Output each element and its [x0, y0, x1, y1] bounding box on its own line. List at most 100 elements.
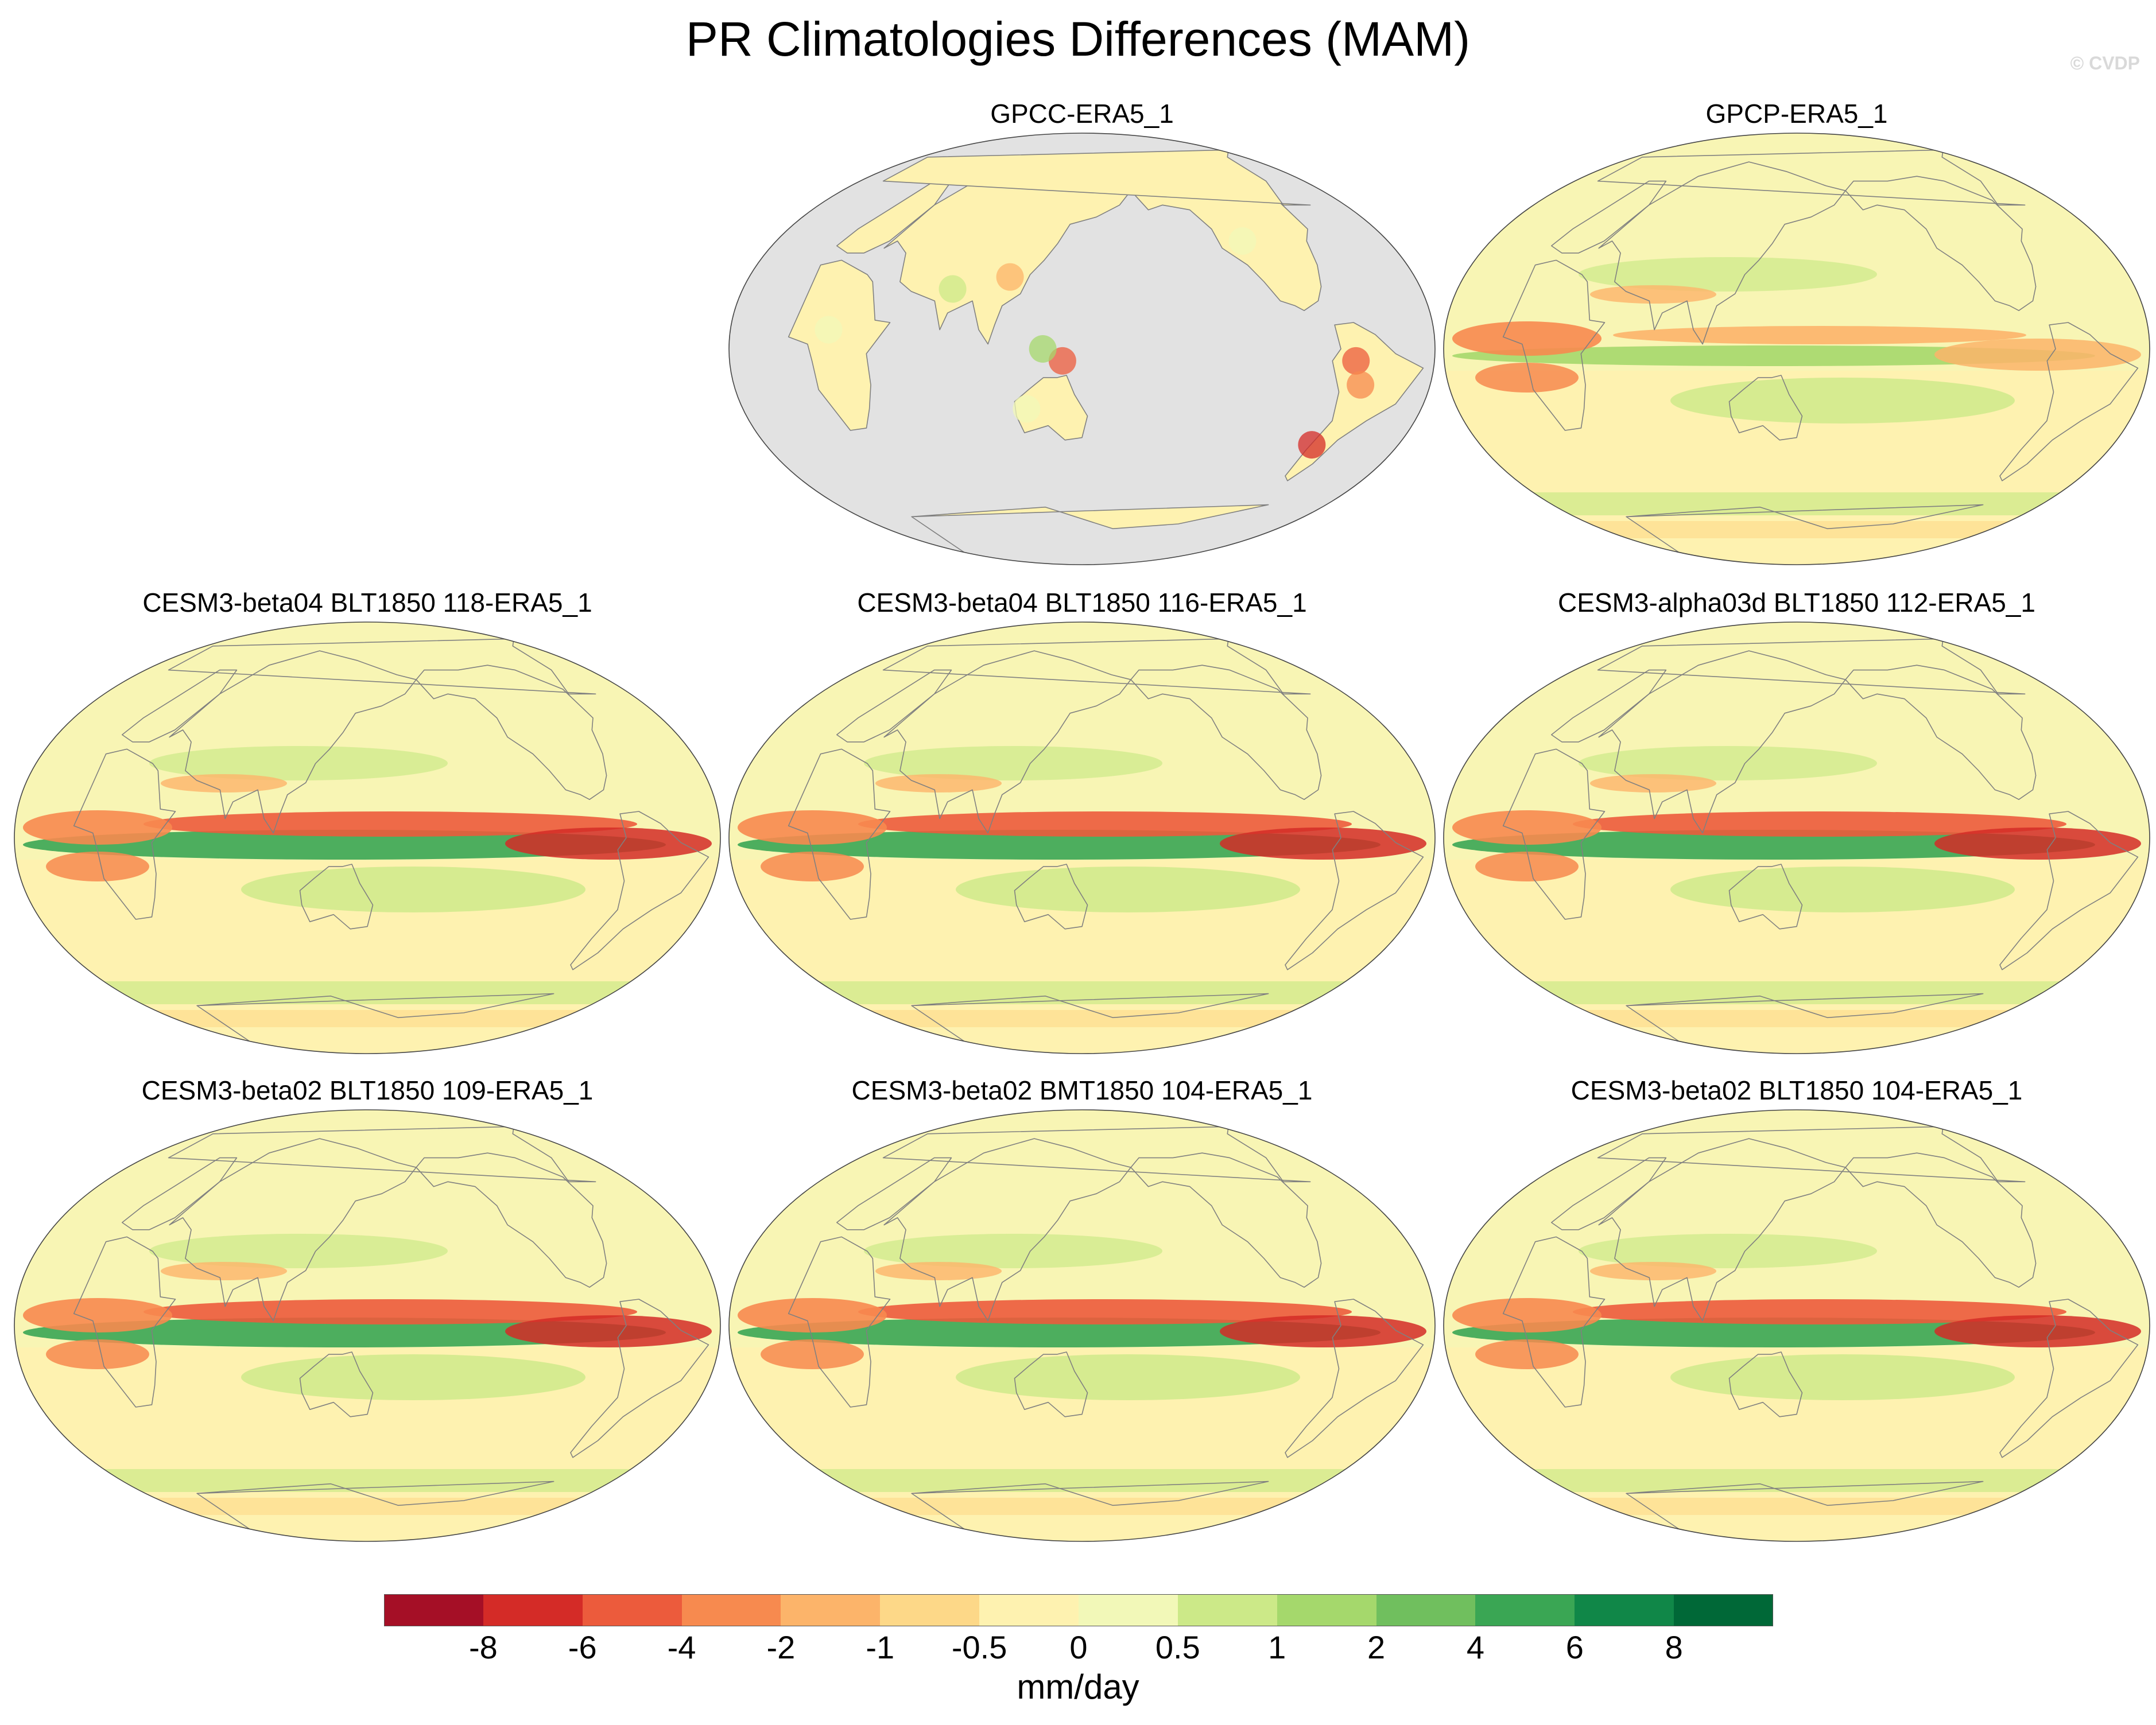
field-band	[241, 1354, 585, 1400]
field-band	[1452, 810, 1602, 845]
colorbar-tick-label: -8	[468, 1629, 498, 1665]
panel-title: GPCC-ERA5_1	[990, 99, 1174, 129]
field-band	[864, 1234, 1162, 1268]
field-band	[14, 1010, 720, 1027]
field-band	[241, 867, 585, 912]
field-band	[505, 827, 712, 860]
robinson-map	[14, 621, 721, 1054]
field-band	[1444, 981, 2150, 1004]
field-band	[14, 1498, 720, 1515]
coastline-nAmerica	[416, 665, 607, 800]
field-band	[738, 1318, 1381, 1347]
coastline-asia	[883, 650, 1131, 834]
colorbar-box	[781, 1594, 881, 1626]
field-band	[1444, 492, 2150, 515]
colorbar-box	[1079, 1594, 1178, 1626]
robinson-map	[728, 1109, 1436, 1542]
coastline-asia	[883, 1138, 1131, 1322]
field-band	[1452, 1298, 1602, 1332]
colorbar-tick-label: -2	[766, 1629, 796, 1665]
field-band	[1452, 345, 2095, 366]
coastline-australia	[1014, 375, 1088, 441]
colorbar-tick-label: 0.5	[1155, 1629, 1200, 1665]
field-band	[1579, 746, 1877, 780]
field-band	[161, 774, 287, 792]
coastline-nAmerica	[416, 1152, 607, 1288]
field-band	[23, 810, 172, 845]
coastline-sAmerica	[1285, 811, 1424, 970]
field-band	[144, 811, 637, 837]
field-band	[1452, 321, 1602, 356]
map-panel-beta04-116: CESM3-beta04 BLT1850 116-ERA5_1	[726, 585, 1438, 1073]
map-panel-gpcc: GPCC-ERA5_1	[726, 96, 1438, 584]
copyright-label: © CVDP	[2070, 53, 2140, 73]
anomaly-spot	[1347, 371, 1375, 399]
field-band	[1475, 852, 1579, 881]
figure-title: PR Climatologies Differences (MAM)	[685, 12, 1471, 66]
field-band	[23, 1298, 172, 1332]
coastline-europe	[836, 180, 952, 254]
coastline-sAmerica	[1285, 1299, 1424, 1458]
coastline-europe	[1551, 1157, 1667, 1230]
coastline-asia	[169, 650, 417, 834]
coastline-africa	[788, 259, 891, 431]
coastline-asia	[1598, 161, 1846, 345]
coastline-africa	[1502, 1236, 1606, 1408]
colorbar	[384, 1594, 1774, 1626]
coastline-africa	[788, 1236, 891, 1408]
coastline-australia	[1728, 864, 1803, 930]
coastline-nAmerica	[1130, 665, 1322, 800]
field-band	[1579, 257, 1877, 292]
coastline-europe	[836, 1157, 952, 1230]
field-band	[1444, 1010, 2150, 1027]
map-panel-beta02-blt109: CESM3-beta02 BLT1850 109-ERA5_1	[11, 1073, 723, 1561]
field-band	[1573, 811, 2066, 837]
map-panel-beta04-118: CESM3-beta04 BLT1850 118-ERA5_1	[11, 585, 723, 1073]
field-band	[1934, 1315, 2141, 1347]
colorbar-tick-label: -0.5	[951, 1629, 1007, 1665]
colorbar-tick-label: 8	[1665, 1629, 1683, 1665]
coastline-asia	[1598, 650, 1846, 834]
colorbar-box	[681, 1594, 781, 1626]
colorbar-tick-label: 6	[1565, 1629, 1584, 1665]
field-band	[1590, 285, 1716, 304]
coastline-australia	[299, 1351, 374, 1417]
coastline-australia	[1728, 1351, 1803, 1417]
map-field	[729, 133, 1435, 565]
colorbar-box	[1376, 1594, 1476, 1626]
map-outline	[14, 1109, 721, 1542]
colorbar-tick-label: -4	[667, 1629, 696, 1665]
field-band	[1444, 1469, 2150, 1492]
field-band	[1475, 363, 1579, 393]
anomaly-spot	[1029, 335, 1057, 363]
field-band	[729, 981, 1435, 1004]
field-band	[729, 1010, 1435, 1027]
coastline-australia	[1728, 375, 1803, 441]
robinson-map	[728, 621, 1436, 1054]
robinson-map	[1443, 1109, 2150, 1542]
colorbar-box	[384, 1594, 484, 1626]
field-band	[875, 1262, 1002, 1280]
field-band	[1670, 378, 2015, 424]
field-band	[149, 1234, 448, 1268]
coastline-sAmerica	[570, 811, 709, 970]
coastline-greenland	[882, 638, 1311, 695]
field-band	[1590, 1262, 1716, 1280]
colorbar-box	[1575, 1594, 1674, 1626]
map-outline	[1443, 133, 2150, 565]
colorbar-box	[1177, 1594, 1278, 1626]
panel-title: CESM3-alpha03d BLT1850 112-ERA5_1	[1558, 588, 2035, 617]
map-outline	[728, 133, 1436, 565]
coastline-africa	[1502, 748, 1606, 920]
field-band	[1220, 827, 1426, 860]
field-band	[761, 1339, 864, 1369]
map-outline	[14, 621, 721, 1054]
coastline-europe	[122, 1157, 238, 1230]
panel-title: CESM3-beta04 BLT1850 116-ERA5_1	[857, 588, 1307, 617]
map-outline	[1443, 1109, 2150, 1542]
coastline-europe	[1551, 669, 1667, 743]
field-band	[23, 830, 666, 860]
coastline-africa	[788, 748, 891, 920]
coastline-sAmerica	[1999, 322, 2139, 481]
colorbar-tick-label: -6	[568, 1629, 597, 1665]
